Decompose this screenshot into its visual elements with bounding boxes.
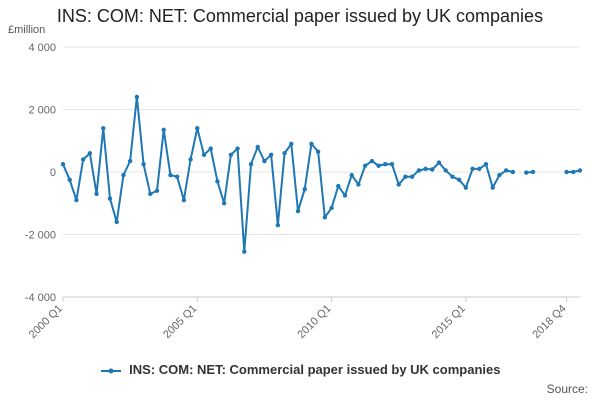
data-point xyxy=(302,186,307,192)
data-point xyxy=(134,94,140,100)
data-point xyxy=(282,151,287,156)
data-point xyxy=(127,158,133,164)
data-point xyxy=(450,174,455,179)
data-point xyxy=(497,172,502,178)
y-axis-ticks: 4 000 2 000 0 -2 000 -4 000 xyxy=(25,42,56,304)
data-point xyxy=(456,177,462,183)
data-point xyxy=(383,161,388,167)
data-point xyxy=(201,152,207,158)
data-point xyxy=(490,185,495,190)
data-point xyxy=(208,146,213,151)
data-point xyxy=(571,169,576,175)
data-point xyxy=(242,249,247,254)
data-point xyxy=(396,182,401,187)
x-axis-ticks: 2000 Q1 2005 Q1 2010 Q1 2015 Q1 2018 Q4 xyxy=(27,297,569,341)
data-point xyxy=(430,167,435,172)
data-point xyxy=(148,191,153,197)
data-point xyxy=(376,163,381,168)
series xyxy=(60,94,583,254)
data-point xyxy=(470,166,475,172)
data-point xyxy=(356,182,361,187)
data-point xyxy=(94,191,99,197)
legend-swatch-icon xyxy=(100,368,121,374)
data-point xyxy=(80,157,86,162)
data-point xyxy=(121,172,126,178)
data-point xyxy=(564,169,569,175)
data-point xyxy=(369,158,375,164)
data-point xyxy=(530,169,536,175)
y-tick-label: -2 000 xyxy=(25,230,56,242)
data-point xyxy=(362,163,368,168)
data-point xyxy=(107,196,113,201)
data-point xyxy=(215,179,220,184)
data-point xyxy=(329,205,334,211)
data-point xyxy=(342,193,348,198)
data-point xyxy=(268,152,274,158)
x-tick-label: 2010 Q1 xyxy=(295,303,333,341)
data-point xyxy=(67,177,72,183)
data-point xyxy=(235,146,240,151)
y-axis-unit-label: £million xyxy=(8,24,46,36)
data-point xyxy=(289,141,294,147)
data-point xyxy=(503,168,509,173)
data-point xyxy=(322,215,328,220)
data-point xyxy=(389,161,395,167)
data-point xyxy=(295,208,301,214)
data-point xyxy=(174,174,180,179)
data-point xyxy=(463,185,469,190)
gridlines xyxy=(63,46,580,298)
data-point xyxy=(188,157,193,162)
y-tick-label: 0 xyxy=(50,167,56,179)
y-tick-label: -4 000 xyxy=(25,292,56,304)
data-point xyxy=(114,219,119,225)
x-tick-label: 2005 Q1 xyxy=(161,303,199,341)
data-point xyxy=(409,174,415,179)
data-point xyxy=(416,168,422,173)
data-point xyxy=(161,127,166,133)
data-point xyxy=(141,161,146,167)
data-point xyxy=(524,170,529,175)
data-point xyxy=(315,149,321,154)
data-point xyxy=(349,172,354,178)
data-point xyxy=(262,158,267,164)
data-point xyxy=(195,126,200,131)
series-line xyxy=(62,96,581,253)
x-tick-label: 2018 Q4 xyxy=(530,303,568,341)
data-point xyxy=(181,197,187,203)
data-point xyxy=(309,141,314,147)
y-tick-label: 2 000 xyxy=(28,105,56,117)
x-tick-label: 2000 Q1 xyxy=(27,303,65,341)
data-point xyxy=(577,168,583,173)
data-point xyxy=(477,166,482,172)
data-point xyxy=(275,222,281,228)
data-point xyxy=(255,144,260,150)
data-point xyxy=(436,160,442,165)
data-point xyxy=(336,183,341,189)
data-point xyxy=(510,169,516,175)
legend-label: INS: COM: NET: Commercial paper issued b… xyxy=(129,362,501,377)
data-point xyxy=(74,197,79,203)
legend[interactable]: INS: COM: NET: Commercial paper issued b… xyxy=(0,362,600,377)
data-point xyxy=(423,166,428,172)
data-point xyxy=(248,161,254,167)
data-point xyxy=(87,151,93,156)
data-point xyxy=(101,126,106,131)
data-point xyxy=(154,188,160,193)
data-point xyxy=(228,152,234,158)
data-point xyxy=(221,201,227,206)
y-tick-label: 4 000 xyxy=(28,42,56,54)
chart-title: INS: COM: NET: Commercial paper issued b… xyxy=(56,6,544,26)
data-point xyxy=(168,172,173,178)
data-point xyxy=(60,161,66,167)
data-point xyxy=(483,161,489,167)
x-tick-label: 2015 Q1 xyxy=(430,303,468,341)
source-label: Source: xyxy=(546,382,588,396)
data-point xyxy=(443,168,448,173)
data-point xyxy=(403,174,408,179)
